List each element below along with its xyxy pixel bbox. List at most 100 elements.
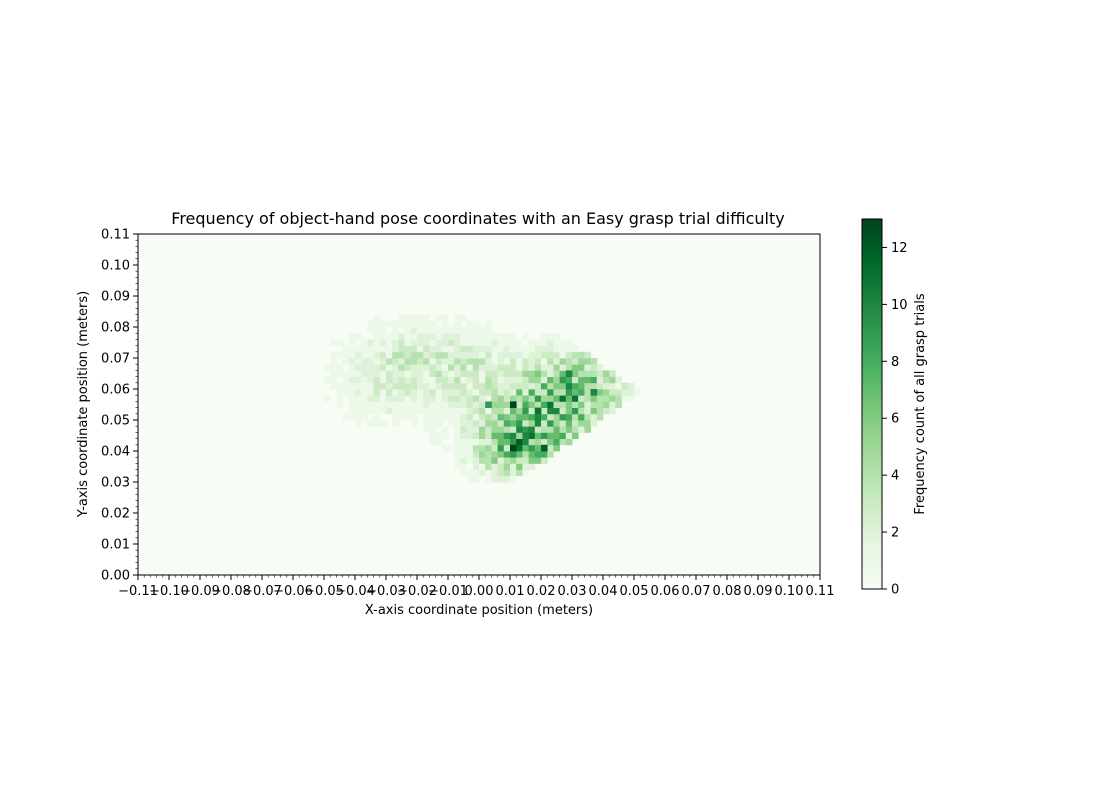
heatmap-cell [528,401,536,408]
heatmap-cell [386,351,393,359]
heatmap-cell [330,339,337,346]
heatmap-cell [379,401,387,408]
x-tick-label: −0.09 [180,584,220,599]
heatmap-cell [392,401,399,408]
heatmap-cell [417,382,424,390]
y-tick-label: 0.05 [101,414,130,429]
heatmap-cell [466,376,474,384]
heatmap-cell [466,395,474,402]
heatmap-cell [441,320,449,328]
heatmap-cell [435,364,443,371]
colorbar-tick-label: 10 [891,298,908,313]
heatmap-cell [510,333,517,340]
heatmap-cell [466,420,474,427]
heatmap-cell [373,320,381,328]
heatmap-cell [361,345,368,353]
heatmap-cell [559,389,567,396]
heatmap-cell [373,382,381,390]
heatmap-cell [429,389,436,396]
x-tick-label: 0.01 [496,584,525,599]
heatmap-cell [565,358,573,365]
heatmap-cell [367,382,374,390]
heatmap-cell [497,438,505,446]
heatmap-cell [491,420,498,427]
heatmap-cell [553,364,560,371]
heatmap-cell [516,382,523,390]
heatmap-cell [572,364,579,371]
heatmap-cell [528,444,536,452]
heatmap-cell [534,364,542,371]
heatmap-cell [547,413,554,421]
heatmap-cell [435,376,443,384]
heatmap-cell [454,420,461,427]
heatmap-cell [472,401,480,408]
heatmap-cell [491,333,498,340]
heatmap-cell [398,407,405,415]
heatmap-cell [435,432,443,439]
heatmap-cell [330,351,337,359]
heatmap-cell [423,395,430,402]
heatmap-cell [485,389,492,396]
heatmap-cell [435,420,443,427]
heatmap-cell [398,345,405,353]
heatmap-cell [429,364,436,371]
heatmap-cell [435,327,443,334]
heatmap-cell [330,382,337,390]
heatmap-cell [503,339,511,346]
heatmap-cell [559,401,567,408]
heatmap-cell [503,463,511,470]
heatmap-cell [454,401,461,408]
y-tick-label: 0.04 [101,445,130,460]
heatmap-cell [367,395,374,402]
heatmap-cell [621,382,629,390]
x-tick-label: −0.07 [242,584,282,599]
heatmap-cell [510,345,517,353]
heatmap-cell [324,395,331,402]
x-tick-label: 0.11 [806,584,835,599]
heatmap-cell [429,426,436,433]
heatmap-cell [373,420,381,427]
heatmap-cell [417,376,424,384]
heatmap-cell [417,401,424,408]
heatmap-cell [472,475,480,483]
heatmap-cell [584,407,591,415]
heatmap-cell [441,395,449,402]
x-axis-label: X-axis coordinate position (meters) [365,603,593,618]
heatmap-cell [466,475,474,483]
heatmap-cell [441,376,449,384]
heatmap-cell [497,389,505,396]
heatmap-cell [367,327,374,334]
heatmap-cell [466,382,474,390]
heatmap-cell [472,351,480,359]
heatmap-cell [590,370,598,377]
heatmap-cell [417,407,424,415]
heatmap-cell [454,407,461,415]
heatmap-cell [392,364,399,371]
heatmap-cell [565,389,573,396]
heatmap-cell [348,407,356,415]
heatmap-cell [367,339,374,346]
x-tick-label: −0.08 [211,584,251,599]
colorbar-tick-label: 8 [891,355,899,370]
heatmap-cell [410,407,418,415]
heatmap-cell [410,420,418,427]
heatmap-cell [472,420,480,427]
heatmap-cell [559,438,567,446]
heatmap-cell [603,401,610,408]
heatmap-cell [479,407,486,415]
heatmap-cell [460,389,467,396]
x-tick-label: −0.02 [397,584,437,599]
heatmap-cell [510,432,517,439]
heatmap-cell [572,382,579,390]
heatmap-peak-cell [590,389,598,396]
heatmap-cell [522,469,529,477]
heatmap-cell [522,420,529,427]
heatmap-cell [435,382,443,390]
heatmap-cell [522,407,529,415]
heatmap-cell [423,370,430,377]
heatmap-cell [386,358,393,365]
heatmap-cell [553,345,560,353]
heatmap-cell [528,420,536,427]
heatmap-cell [497,370,505,377]
heatmap-cell [398,382,405,390]
